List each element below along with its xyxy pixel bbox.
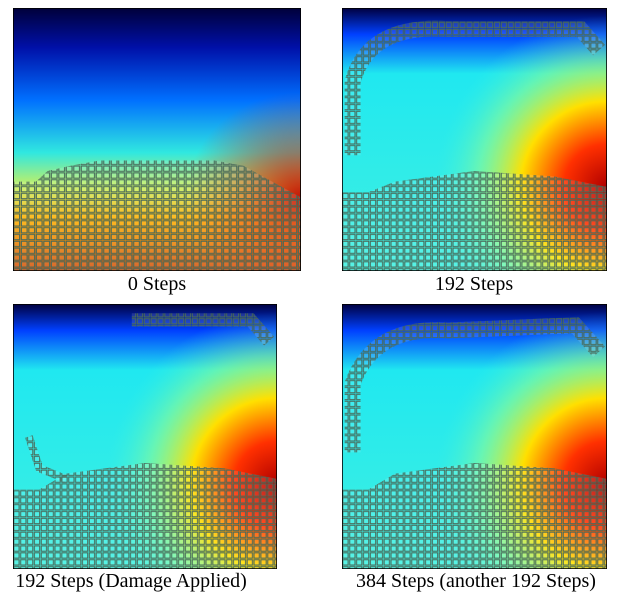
panel-1 [342, 8, 607, 271]
caption: 192 Steps [435, 273, 514, 295]
caption: 192 Steps (Damage Applied) [15, 570, 247, 592]
caption: 0 Steps [128, 273, 187, 295]
caption: 384 Steps (another 192 Steps) [356, 570, 596, 592]
panel-0 [13, 8, 301, 271]
panel-3 [342, 304, 607, 569]
panel-2 [13, 304, 277, 569]
